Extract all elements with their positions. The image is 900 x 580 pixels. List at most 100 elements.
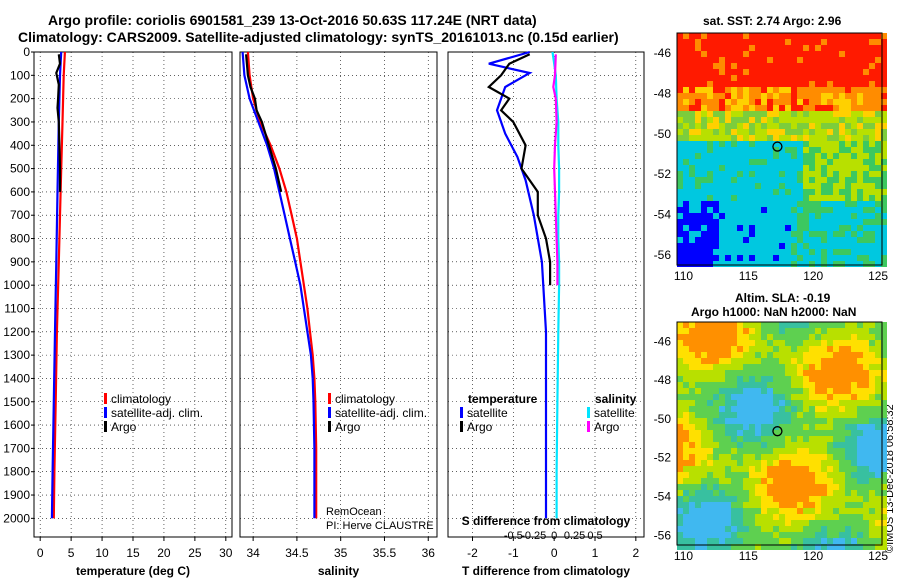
- map-cell: [833, 430, 839, 436]
- map-cell: [743, 472, 749, 478]
- map-cell: [875, 436, 881, 442]
- map-cell: [677, 249, 683, 255]
- map-cell: [803, 123, 809, 129]
- map-cell: [707, 376, 713, 382]
- map-cell: [695, 484, 701, 490]
- map-cell: [845, 334, 851, 340]
- map-cell: [791, 69, 797, 75]
- map-cell: [851, 171, 857, 177]
- map-cell: [707, 424, 713, 430]
- map-cell: [827, 93, 833, 99]
- map-cell: [797, 322, 803, 328]
- map-cell: [737, 249, 743, 255]
- map-cell: [743, 442, 749, 448]
- map-cell: [695, 45, 701, 51]
- map-cell: [797, 57, 803, 63]
- map-cell: [851, 460, 857, 466]
- map-cell: [749, 370, 755, 376]
- map-cell: [803, 502, 809, 508]
- map-cell: [677, 502, 683, 508]
- map-cell: [803, 93, 809, 99]
- map-cell: [827, 418, 833, 424]
- map-cell: [755, 195, 761, 201]
- map-cell: [863, 532, 869, 538]
- map-cell: [695, 532, 701, 538]
- map-cell: [701, 183, 707, 189]
- map-cell: [785, 346, 791, 352]
- map-cell: [821, 219, 827, 225]
- argo-position-marker: [772, 141, 783, 152]
- map-cell: [839, 207, 845, 213]
- map-cell: [803, 520, 809, 526]
- map-cell: [701, 478, 707, 484]
- map-cell: [797, 400, 803, 406]
- map-cell: [683, 364, 689, 370]
- map-cell: [851, 508, 857, 514]
- map-cell: [749, 412, 755, 418]
- map-cell: [689, 231, 695, 237]
- map-cell: [809, 406, 815, 412]
- map-cell: [719, 195, 725, 201]
- map-cell: [737, 81, 743, 87]
- map-cell: [863, 45, 869, 51]
- map-cell: [737, 225, 743, 231]
- map-cell: [701, 213, 707, 219]
- map-cell: [839, 442, 845, 448]
- map-cell: [749, 171, 755, 177]
- map-cell: [683, 424, 689, 430]
- map-cell: [677, 147, 683, 153]
- map-cell: [797, 406, 803, 412]
- map-cell: [743, 340, 749, 346]
- map-cell: [731, 39, 737, 45]
- map-cell: [809, 478, 815, 484]
- map-cell: [803, 231, 809, 237]
- map-cell: [743, 63, 749, 69]
- map-cell: [731, 201, 737, 207]
- map-cell: [743, 364, 749, 370]
- map-cell: [701, 370, 707, 376]
- map-cell: [797, 472, 803, 478]
- map-cell: [695, 334, 701, 340]
- map-cell: [713, 195, 719, 201]
- map-cell: [737, 490, 743, 496]
- map-cell: [761, 165, 767, 171]
- map-cell: [689, 430, 695, 436]
- map-cell: [851, 129, 857, 135]
- map-cell: [707, 484, 713, 490]
- map-cell: [695, 478, 701, 484]
- map-cell: [785, 51, 791, 57]
- map-cell: [689, 63, 695, 69]
- map-cell: [767, 430, 773, 436]
- map-cell: [695, 249, 701, 255]
- map-cell: [689, 111, 695, 117]
- map-cell: [677, 111, 683, 117]
- map-cell: [707, 105, 713, 111]
- map-cell: [761, 334, 767, 340]
- map-cell: [827, 370, 833, 376]
- map-cell: [833, 99, 839, 105]
- map-cell: [683, 69, 689, 75]
- map-cell: [695, 412, 701, 418]
- map-cell: [791, 454, 797, 460]
- map-cell: [797, 177, 803, 183]
- map-cell: [815, 153, 821, 159]
- map-cell: [695, 538, 701, 544]
- map-cell: [707, 478, 713, 484]
- map-cell: [881, 117, 887, 123]
- map-cell: [881, 502, 887, 508]
- map-cell: [683, 63, 689, 69]
- map-cell: [851, 334, 857, 340]
- map-cell: [797, 111, 803, 117]
- map-cell: [881, 352, 887, 358]
- map-x-tick-label: 115: [739, 269, 758, 283]
- map-cell: [833, 219, 839, 225]
- map-cell: [803, 460, 809, 466]
- map-cell: [761, 207, 767, 213]
- map-cell: [821, 526, 827, 532]
- map-cell: [749, 346, 755, 352]
- map-cell: [731, 159, 737, 165]
- map-cell: [683, 195, 689, 201]
- map-cell: [731, 237, 737, 243]
- map-cell: [707, 490, 713, 496]
- map-cell: [875, 448, 881, 454]
